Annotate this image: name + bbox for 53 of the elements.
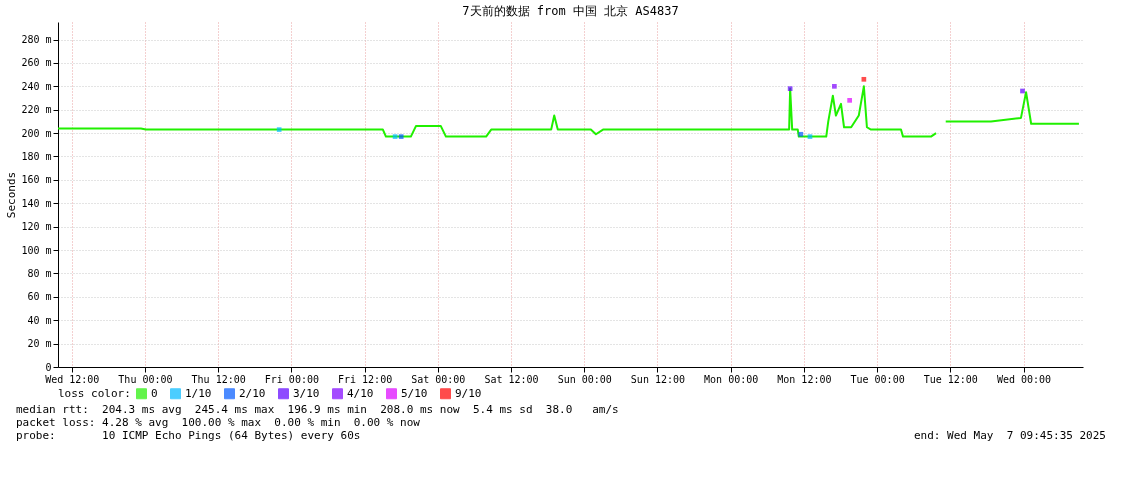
x-tick-label: Wed 12:00	[45, 373, 100, 385]
y-tick-label: 260 m	[21, 57, 52, 69]
x-tick-label: Tue 00:00	[850, 373, 905, 385]
y-tick-label: 200 m	[21, 127, 52, 139]
point	[1020, 88, 1025, 94]
text: end: Wed May 7 09:45:35 2025	[913, 429, 1106, 442]
x-tick-label: Wed 00:00	[996, 373, 1052, 385]
point	[787, 86, 793, 92]
point	[832, 83, 837, 89]
legend-label: 5/10	[401, 386, 428, 400]
text: probe: 10 ICMP Echo Pings (64 Bytes) every 60s	[16, 429, 361, 442]
text: packet loss: 4.28 % avg 100.00 % max 0.00 % min 0.00 % now	[16, 416, 421, 429]
x-tick-label: Sat 12:00	[484, 373, 539, 385]
point	[798, 131, 804, 137]
y-tick-label: 180 m	[21, 150, 52, 162]
y-tick-label: 120 m	[21, 221, 52, 233]
x-tick-label: Fri 00:00	[264, 373, 319, 385]
legend-label: 2/10	[239, 386, 266, 400]
legend-label: 3/10	[293, 386, 320, 400]
y-tick-label: 280 m	[21, 34, 52, 46]
y-tick-label: 140 m	[21, 197, 52, 209]
point	[807, 134, 813, 139]
point	[398, 134, 404, 139]
point	[847, 98, 852, 103]
point	[861, 76, 867, 82]
x-tick-label: Thu 12:00	[191, 373, 246, 385]
x-tick-label: Thu 00:00	[118, 373, 173, 385]
x-tick-label: Fri 12:00	[337, 373, 393, 385]
y-tick-label: 40 m	[27, 314, 52, 326]
x-tick-label: Sat 00:00	[411, 373, 466, 385]
x-tick-label: Mon 00:00	[704, 373, 759, 385]
y-tick-label: 60 m	[27, 291, 52, 303]
x-tick-label: Sun 12:00	[630, 373, 686, 385]
legend-label: 4/10	[347, 386, 374, 400]
legend-label: 1/10	[185, 386, 212, 400]
y-tick-label: 20 m	[27, 338, 52, 350]
x-tick-label: Mon 12:00	[777, 373, 832, 385]
y-axis-title: Seconds	[5, 171, 19, 219]
y-tick-label: 160 m	[21, 174, 52, 186]
y-tick-label: 220 m	[21, 104, 52, 116]
y-tick-label: 100 m	[21, 244, 52, 256]
x-tick-label: Tue 12:00	[923, 373, 978, 385]
point	[392, 134, 398, 139]
legend-title: loss color:	[58, 387, 131, 400]
legend-label: 9/10	[455, 386, 482, 400]
y-tick-label: 80 m	[27, 267, 52, 279]
text: median rtt: 204.3 ms avg 245.4 ms max 196.9 ms min 208.0 ms now 5.4 ms sd 38.0 am/s	[16, 403, 620, 416]
y-tick-label: 0	[45, 361, 52, 373]
x-tick-label: Sun 00:00	[557, 373, 612, 385]
chart-title: 7天前的数据 from 中国 北京 AS4837	[462, 4, 679, 18]
legend-label: 0	[151, 386, 158, 400]
y-tick-label: 240 m	[21, 80, 52, 92]
point	[276, 127, 282, 132]
